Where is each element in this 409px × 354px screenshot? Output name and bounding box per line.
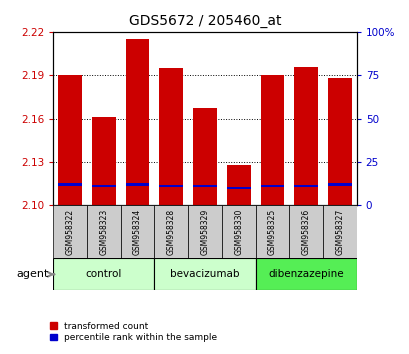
Bar <box>327 78 351 205</box>
Bar <box>53 258 154 290</box>
Bar <box>87 205 120 258</box>
Text: control: control <box>85 269 122 279</box>
Bar <box>154 205 188 258</box>
Bar <box>327 183 351 185</box>
Bar <box>193 185 216 187</box>
Text: GSM958330: GSM958330 <box>234 209 243 255</box>
Text: GSM958328: GSM958328 <box>166 209 175 255</box>
Text: bevacizumab: bevacizumab <box>170 269 239 279</box>
Bar <box>188 205 221 258</box>
Bar <box>193 108 216 205</box>
Text: GSM958323: GSM958323 <box>99 209 108 255</box>
Bar <box>53 205 87 258</box>
Bar <box>255 205 289 258</box>
Text: GSM958325: GSM958325 <box>267 209 276 255</box>
Bar <box>159 185 183 187</box>
Text: GSM958329: GSM958329 <box>200 209 209 255</box>
Bar <box>154 258 255 290</box>
Bar <box>255 258 356 290</box>
Bar <box>226 165 250 205</box>
Bar <box>294 67 317 205</box>
Bar <box>120 205 154 258</box>
Bar <box>289 205 322 258</box>
Text: dibenzazepine: dibenzazepine <box>267 269 343 279</box>
Text: GSM958326: GSM958326 <box>301 209 310 255</box>
Bar <box>58 183 82 185</box>
Bar <box>294 185 317 187</box>
Bar <box>260 185 283 187</box>
Bar <box>221 205 255 258</box>
Bar <box>322 205 356 258</box>
Text: GSM958324: GSM958324 <box>133 209 142 255</box>
Bar <box>159 68 183 205</box>
Text: GDS5672 / 205460_at: GDS5672 / 205460_at <box>128 14 281 28</box>
Text: agent: agent <box>17 269 49 279</box>
Bar <box>92 185 115 187</box>
Bar <box>92 117 115 205</box>
Text: GSM958322: GSM958322 <box>65 209 74 255</box>
Bar <box>260 75 283 205</box>
Legend: transformed count, percentile rank within the sample: transformed count, percentile rank withi… <box>49 322 217 342</box>
Bar <box>58 75 82 205</box>
Bar <box>126 39 149 205</box>
Text: GSM958327: GSM958327 <box>335 209 344 255</box>
Bar <box>226 187 250 189</box>
Bar <box>126 183 149 185</box>
